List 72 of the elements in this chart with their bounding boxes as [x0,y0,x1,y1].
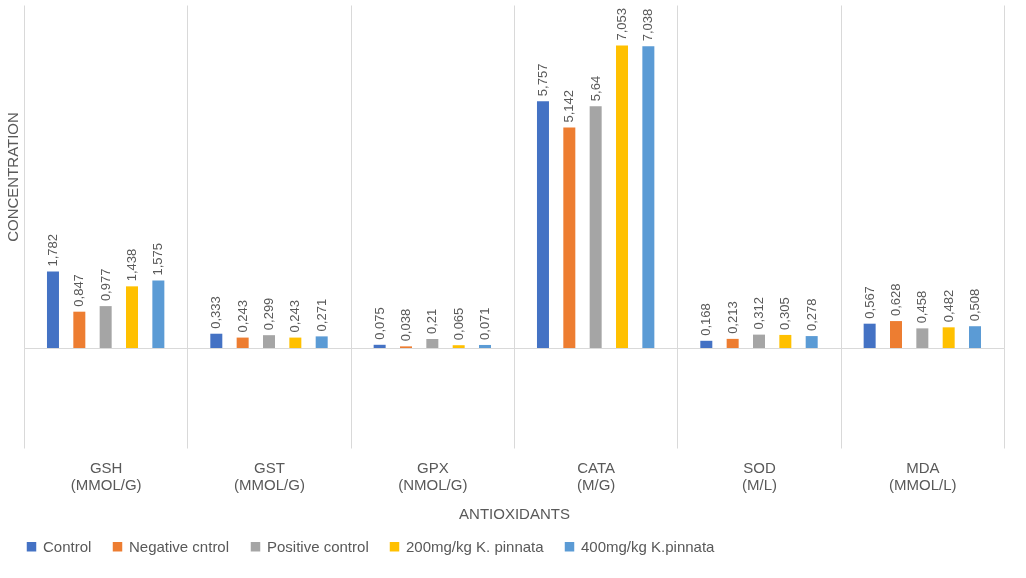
x-tick-label: MDA (MMOL/L) [889,458,957,493]
legend-label: 200mg/kg K. pinnata [406,537,545,555]
bar [726,338,739,348]
bar [642,46,655,348]
x-tick-label: SOD (M/L) [742,458,777,493]
data-label: 0,567 [861,286,877,319]
data-label: 0,458 [914,290,930,324]
data-label: 0,847 [71,274,87,307]
bar [152,280,165,348]
bar [452,345,465,348]
x-tick-label: CATA (M/G) [577,458,616,493]
bar [263,335,275,348]
bar [779,334,792,348]
data-label: 0,299 [261,297,276,331]
bar [479,344,492,348]
x-axis-title: ANTIOXIDANTS [459,504,570,522]
data-label: 0,278 [803,298,819,332]
data-label: 0,065 [450,307,466,341]
data-label: 5,64 [587,75,603,102]
data-label: 7,038 [640,8,656,42]
data-label: 0,333 [208,296,224,329]
data-label: 0,243 [287,300,303,333]
data-label: 0,075 [371,307,387,340]
bar [315,336,328,348]
bar [46,271,59,348]
bar [863,323,876,348]
data-label: 0,312 [751,297,766,330]
data-label: 0,243 [234,300,250,333]
bar [289,337,302,348]
bar [616,45,629,348]
bar [753,334,765,348]
bar [373,344,386,348]
legend-label: 400mg/kg K.pinnata [581,537,716,555]
y-axis-title: CONCENTRATION [3,112,21,242]
bar [99,306,112,348]
data-label: 0,482 [940,289,956,323]
data-label: 0,977 [97,268,113,302]
x-tick-label: GSH (MMOL/G) [70,458,142,493]
data-label: 0,038 [397,308,413,342]
bar [126,286,139,348]
data-label: 0,071 [477,307,493,340]
bar [916,328,929,348]
data-label: 0,271 [313,298,329,332]
bar [73,311,86,348]
bar [589,106,602,348]
data-label: 1,782 [44,234,60,267]
legend-label: Negative cntrol [129,537,230,555]
x-tick-label: GST (MMOL/G) [234,458,305,493]
data-label: 0,168 [698,303,714,336]
bar [536,101,549,348]
bar [210,333,223,348]
bar [942,327,955,348]
data-label: 0,628 [887,283,903,317]
x-tick-label: GPX (NMOL/G) [398,458,468,493]
data-label: 5,757 [534,63,550,97]
data-label: 1,438 [124,248,140,282]
bar [700,340,713,348]
bar [889,321,902,348]
legend-label: Positive control [267,537,369,555]
bar [236,337,249,348]
data-label: 0,21 [424,308,440,334]
bar [805,336,818,348]
data-label: 0,213 [724,301,740,334]
bar [563,127,576,348]
data-label: 7,053 [614,8,630,41]
legend-label: Control [43,537,92,555]
data-label: 5,142 [561,89,577,123]
data-label: 0,305 [777,297,793,330]
bar [426,339,439,348]
data-label: 1,575 [150,242,166,276]
bar [969,326,982,348]
data-label: 0,508 [967,288,983,322]
